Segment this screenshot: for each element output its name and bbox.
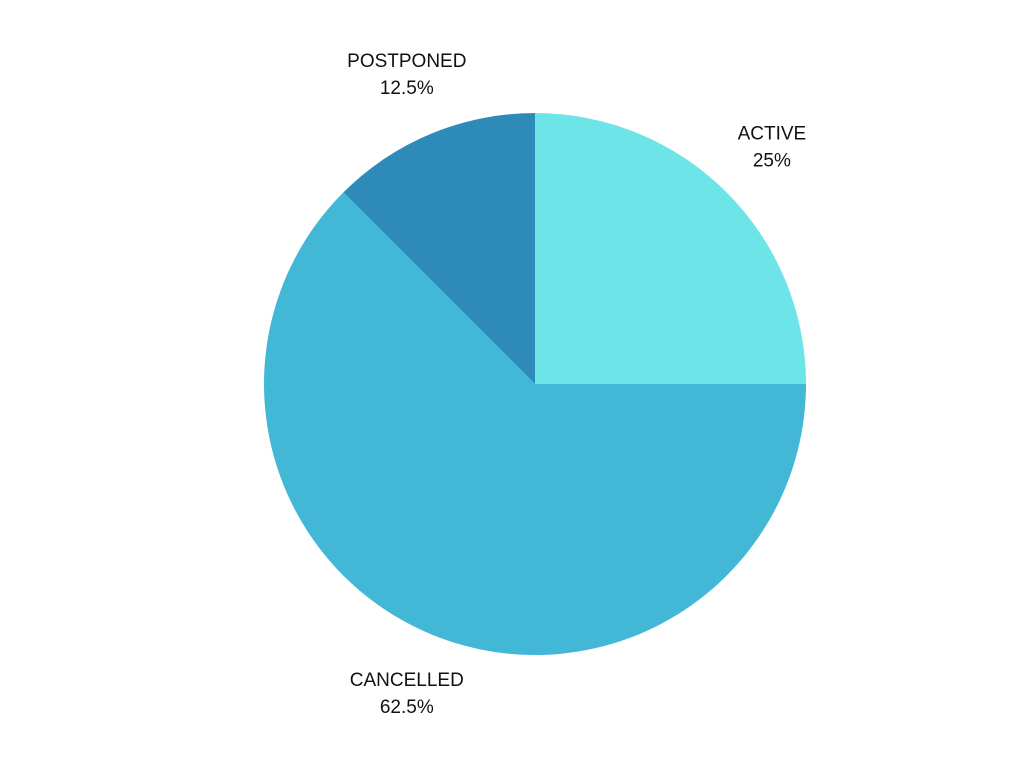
pie-slices: [264, 113, 807, 655]
slice-label-active: ACTIVE: [738, 124, 807, 145]
pie-slice-active: [535, 113, 806, 384]
pie-slice-postponed: [343, 113, 535, 384]
slice-value-cancelled: 62.5%: [380, 697, 434, 718]
slice-label-postponed: POSTPONED: [347, 51, 466, 72]
slice-label-cancelled: CANCELLED: [350, 670, 464, 691]
slice-value-postponed: 12.5%: [380, 78, 434, 99]
pie-labels: ACTIVE 25% CANCELLED 62.5% POSTPONED 12.5%: [347, 51, 806, 718]
slice-value-active: 25%: [753, 151, 791, 172]
pie-slice-cancelled: [264, 192, 807, 655]
